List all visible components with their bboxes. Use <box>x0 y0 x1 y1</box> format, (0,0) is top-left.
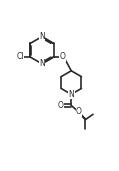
Text: O: O <box>60 52 65 62</box>
Text: N: N <box>68 90 74 99</box>
Text: O: O <box>76 107 82 116</box>
Text: N: N <box>39 59 45 68</box>
Text: Cl: Cl <box>16 52 24 62</box>
Text: N: N <box>39 32 45 41</box>
Text: O: O <box>58 101 64 110</box>
